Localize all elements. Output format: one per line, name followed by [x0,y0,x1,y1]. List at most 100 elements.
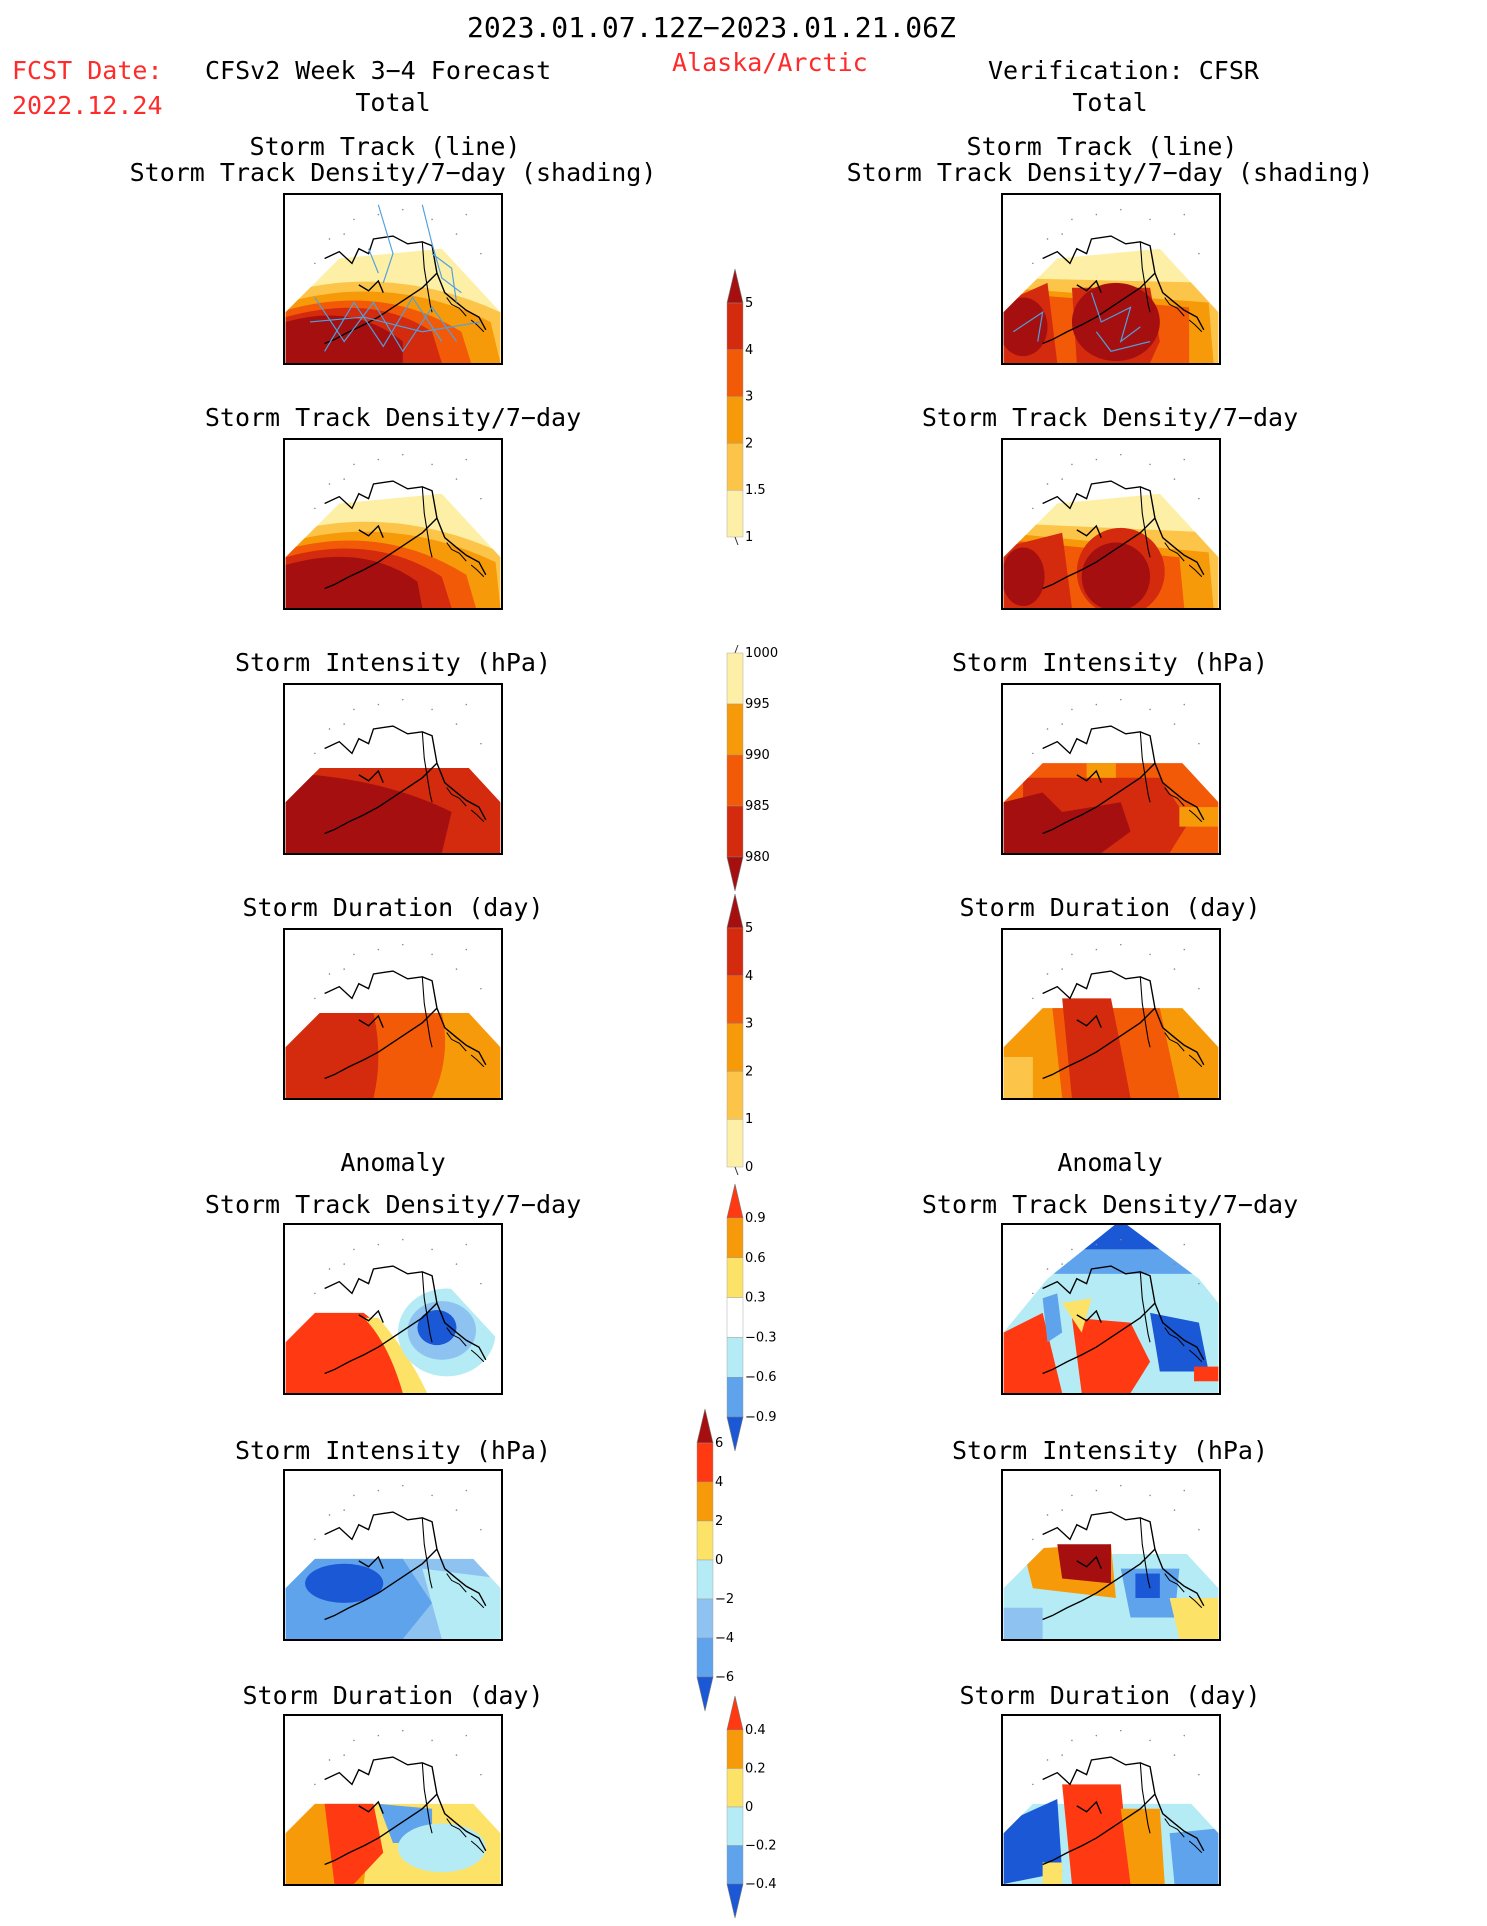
map-fcst-anom-density [283,1223,503,1395]
colorbar-density-total: 5 4 3 2 1.5 1 [725,265,795,546]
colorbar-segment [726,349,744,397]
colorbar-tick-label: 2 [745,1064,753,1079]
map-cfsr-anom-intensity [1001,1469,1221,1641]
map-cfsr-duration [1001,928,1221,1100]
r-density-title: Storm Track Density/7−day [921,403,1299,432]
r-anom-intensity-title: Storm Intensity (hPa) [951,1436,1269,1465]
colorbar-duration-anom: 0.4 0.2 0 −0.2 −0.4 [725,1692,795,1922]
colorbar-segment [726,1337,744,1378]
l-anom-density-title: Storm Track Density/7−day [204,1190,582,1219]
colorbar-segment [696,1559,714,1600]
colorbar-tick-label: −0.4 [745,1877,777,1892]
colorbar-segment [726,754,744,807]
colorbar-tick-label: 980 [745,850,770,865]
colorbar-tick-label: −0.3 [745,1330,777,1345]
colorbar-duration-total: 5 4 3 2 1 0 [725,890,795,1176]
colorbar-segment [726,1071,744,1120]
colorbar-segment [726,1023,744,1072]
l-density-title: Storm Track Density/7−day [204,403,582,432]
fcst-date-value: 2022.12.24 [12,91,163,120]
colorbar-tick-label: 1000 [745,646,778,661]
colorbar-segment [726,1118,744,1168]
map-fcst-anom-intensity [283,1469,503,1641]
colorbar-segment [696,1520,714,1561]
map-fcst-track-density [283,193,503,365]
colorbar-tick-label: 985 [745,799,770,814]
map-fcst-duration [283,928,503,1100]
colorbar-segment [726,927,744,976]
map-cfsr-intensity [1001,683,1221,855]
l-anom-intensity-title: Storm Intensity (hPa) [234,1436,552,1465]
forecast-title: CFSv2 Week 3−4 Forecast [205,56,552,85]
colorbar-segment [726,1729,744,1769]
colorbar-tick-label: 0 [715,1553,723,1568]
colorbar-segment [726,302,744,350]
r-intensity-title: Storm Intensity (hPa) [951,648,1269,677]
colorbar-segment [726,1297,744,1338]
r-track-title-2: Storm Track Density/7−day (shading) [846,158,1374,187]
colorbar-triangle-top [726,268,744,304]
l-track-title-1: Storm Track (line) [249,132,521,161]
colorbar-tick-label: −4 [715,1631,734,1646]
colorbar-tick-label: 0.4 [745,1723,766,1738]
colorbar-tick-label: 0 [745,1160,753,1175]
colorbar-tick-label: 0.6 [745,1251,766,1266]
map-fcst-anom-duration [283,1714,503,1886]
colorbar-segment [696,1598,714,1639]
colorbar-tick-label: 0.2 [745,1762,766,1777]
colorbar-tick-label: 990 [745,748,770,763]
colorbar-tick-label: 0.3 [745,1291,766,1306]
colorbar-segment [726,1806,744,1846]
colorbar-tick-label: 5 [745,296,753,311]
colorbar-tick-label: 3 [745,390,753,405]
l-track-title-2: Storm Track Density/7−day (shading) [129,158,657,187]
colorbar-segment [696,1637,714,1678]
colorbar-segment [726,489,744,538]
fcst-date-label: FCST Date: [12,56,163,85]
left-total-label: Total [355,88,431,117]
date-range: 2023.01.07.12Z−2023.01.21.06Z [467,11,956,44]
colorbar-tick-label: 2 [715,1514,723,1529]
colorbar-segment [696,1442,714,1483]
colorbar-triangle-top [696,1408,714,1444]
colorbar-triangle-top [726,1183,744,1219]
left-anomaly-label: Anomaly [340,1148,446,1177]
colorbar-tick-label: −6 [715,1670,734,1685]
colorbar-triangle-bottom [726,856,744,892]
l-intensity-title: Storm Intensity (hPa) [234,648,552,677]
colorbar-tick-label: 4 [745,343,753,358]
colorbar-tick-label: 6 [715,1436,723,1451]
colorbar-tick-label: 4 [715,1475,723,1490]
colorbar-tick-label: 1.5 [745,483,766,498]
colorbar-tick-label: 1 [745,530,753,545]
map-cfsr-anom-duration [1001,1714,1221,1886]
colorbar-segment [726,703,744,756]
right-total-label: Total [1072,88,1148,117]
colorbar-intensity-total: 1000 995 990 985 980 [725,644,795,895]
colorbar-segment [696,1481,714,1522]
map-cfsr-anom-density [1001,1223,1221,1395]
r-duration-title: Storm Duration (day) [959,893,1261,922]
colorbar-intensity-anom: 6 4 2 0 −2 −4 −6 [695,1405,765,1715]
colorbar-tick-label: −0.9 [745,1410,777,1425]
r-anom-density-title: Storm Track Density/7−day [921,1190,1299,1219]
colorbar-tick-label: 995 [745,697,770,712]
colorbar-tick-label: 0.9 [745,1211,766,1226]
map-fcst-intensity [283,683,503,855]
colorbar-tick-label: 1 [745,1112,753,1127]
colorbar-tick-label: −0.6 [745,1370,777,1385]
colorbar-tick-label: 4 [745,969,753,984]
right-anomaly-label: Anomaly [1057,1148,1163,1177]
colorbar-tick-label: 5 [745,921,753,936]
colorbar-triangle-top [726,1695,744,1731]
l-anom-duration-title: Storm Duration (day) [242,1681,544,1710]
colorbar-segment [726,1768,744,1808]
colorbar-segment [726,1217,744,1258]
verification-title: Verification: CFSR [988,56,1259,85]
colorbar-tick-label: 3 [745,1017,753,1032]
colorbar-segment [726,1257,744,1298]
colorbar-triangle-bottom [726,1883,744,1919]
map-cfsr-density [1001,438,1221,610]
colorbar-triangle-bottom [726,1416,744,1452]
map-cfsr-track-density [1001,193,1221,365]
